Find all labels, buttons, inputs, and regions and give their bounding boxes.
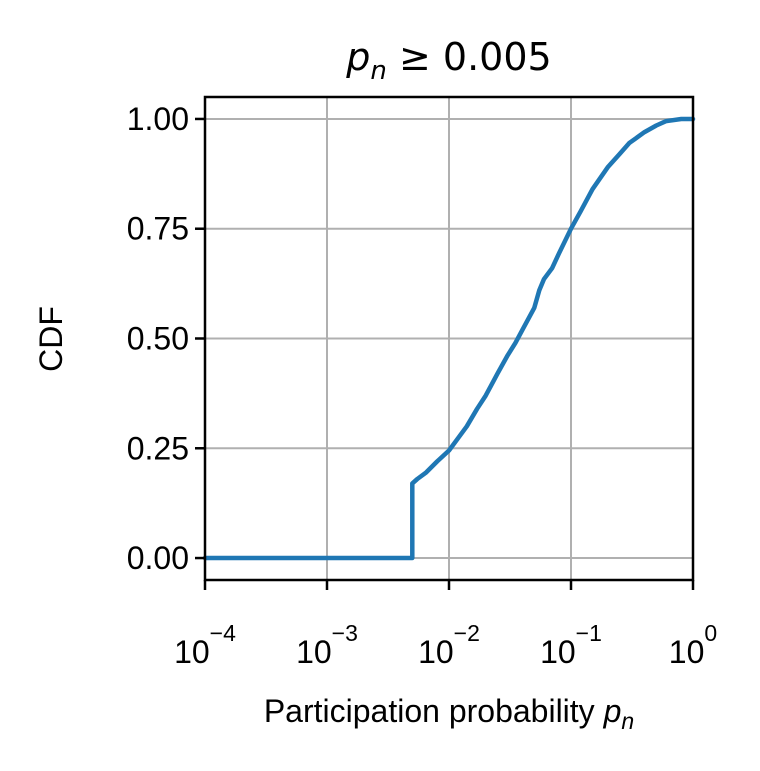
x-tick-base: 10	[540, 634, 576, 670]
x-tick-label: 10−4	[174, 620, 236, 670]
x-tick-exponent: −3	[332, 620, 358, 646]
x-axis-label-text: Participation probability	[264, 693, 604, 729]
x-tick-base: 10	[418, 634, 454, 670]
y-tick-label: 0.75	[127, 211, 189, 247]
cdf-series-line	[202, 116, 696, 561]
y-tick-label: 1.00	[127, 101, 189, 137]
x-tick-base: 10	[174, 634, 210, 670]
y-axis-label: CDF	[33, 306, 69, 372]
x-tick-base: 10	[296, 634, 332, 670]
x-tick-exponent: 0	[704, 620, 717, 646]
x-tick-exponent: −2	[454, 620, 480, 646]
x-axis-label-subscript: n	[621, 708, 634, 734]
y-tick-label: 0.50	[127, 321, 189, 357]
x-tick-base: 10	[669, 634, 705, 670]
y-tick-label: 0.25	[127, 430, 189, 466]
grid	[204, 97, 694, 580]
title-condition: ≥ 0.005	[387, 35, 552, 79]
title-subscript: n	[370, 56, 386, 86]
x-tick-exponent: −1	[576, 620, 602, 646]
plot-area	[202, 116, 696, 561]
x-tick-label: 100	[669, 620, 717, 670]
x-tick-label: 10−2	[418, 620, 480, 670]
title-variable: p	[345, 35, 370, 79]
x-axis-label-variable: p	[603, 693, 622, 729]
x-tick-label: 10−1	[540, 620, 602, 670]
x-tick-label: 10−3	[296, 620, 358, 670]
chart-title: pn ≥ 0.005	[345, 35, 551, 86]
x-tick-exponent: −4	[210, 620, 236, 646]
y-tick-label: 0.00	[127, 540, 189, 576]
x-axis-label: Participation probability pn	[264, 693, 634, 734]
